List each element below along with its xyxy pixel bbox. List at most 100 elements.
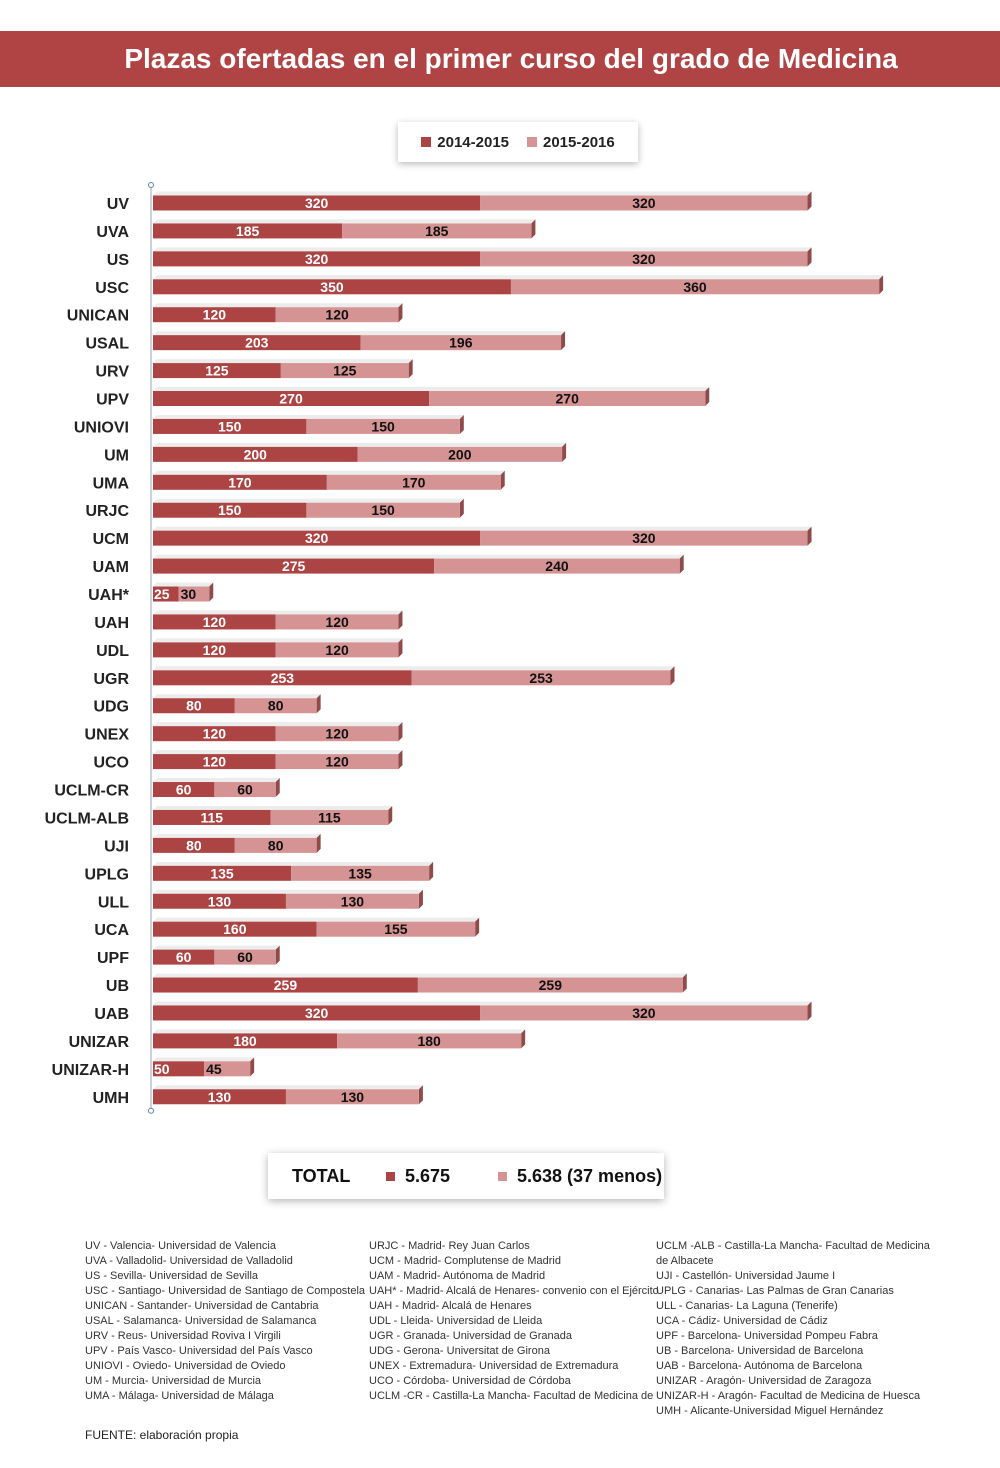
bar-2014	[153, 949, 215, 965]
value-label-2015: 150	[371, 418, 395, 434]
bar-2014	[153, 865, 292, 881]
axis-handle-bottom	[148, 1107, 154, 1114]
bar-side-face	[459, 414, 464, 434]
category-label: UNIOVI	[74, 419, 129, 436]
total-swatch-2015	[498, 1172, 507, 1181]
value-label-2014: 135	[210, 865, 234, 881]
bar-2015	[411, 670, 671, 686]
bar-2014	[153, 530, 481, 546]
bar-2015	[306, 418, 460, 434]
bar-top-face	[153, 917, 480, 922]
bar-side-face	[250, 1057, 255, 1077]
glossary-entry: USAL - Salamanca- Universidad de Salaman…	[85, 1315, 317, 1327]
value-label-2015: 60	[237, 949, 253, 965]
category-label: UNIZAR-H	[52, 1062, 129, 1079]
value-label-2015: 180	[417, 1033, 441, 1049]
value-label-2015: 115	[318, 809, 341, 825]
category-label: UVA	[96, 224, 129, 241]
bar-side-face	[562, 442, 567, 462]
bar-side-face	[705, 387, 710, 407]
value-label-2014: 150	[218, 502, 242, 518]
total-swatch-2014	[386, 1172, 395, 1181]
value-label-2015: 170	[402, 474, 426, 490]
bar-2015	[275, 754, 399, 770]
category-label: UM	[104, 447, 129, 464]
glossary-entry: UCM - Madrid- Complutense de Madrid	[369, 1255, 561, 1267]
bar-2015	[480, 1005, 808, 1021]
value-label-2015: 360	[683, 279, 707, 295]
value-label-2014: 185	[236, 223, 260, 239]
value-label-2015: 120	[325, 642, 349, 658]
bar-2015	[306, 502, 460, 518]
bar-2015	[360, 335, 562, 351]
value-label-2015: 150	[371, 502, 395, 518]
source-note: FUENTE: elaboración propia	[85, 1428, 239, 1442]
glossary-entry: UNIOVI - Oviedo- Universidad de Oviedo	[85, 1360, 286, 1372]
glossary-entry: UPLG - Canarias- Las Palmas de Gran Cana…	[656, 1285, 894, 1297]
bar-2015	[285, 893, 419, 909]
bar-side-face	[670, 666, 675, 686]
bar-side-face	[879, 275, 884, 295]
bar-top-face	[153, 359, 413, 364]
glossary-entry: UNEX - Extremadura- Universidad de Extre…	[369, 1360, 619, 1372]
bar-side-face	[500, 470, 505, 490]
value-label-2014: 25	[154, 586, 170, 602]
glossary-entry: UB - Barcelona- Universidad de Barcelona	[656, 1345, 864, 1357]
bar-2015	[357, 446, 563, 462]
bar-side-face	[807, 1001, 812, 1021]
bar-side-face	[807, 526, 812, 546]
bar-2015	[291, 865, 430, 881]
bar-top-face	[153, 470, 505, 475]
glossary-entry: UCLM -CR - Castilla-La Mancha- Facultad …	[369, 1390, 654, 1402]
bar-2014	[153, 893, 286, 909]
bar-top-face	[153, 414, 464, 419]
value-label-2015: 120	[325, 754, 349, 770]
bar-side-face	[807, 247, 812, 267]
bar-2014	[153, 1061, 205, 1077]
bar-2014	[153, 195, 481, 211]
bar-2015	[337, 1033, 522, 1049]
value-label-2014: 125	[205, 363, 229, 379]
bar-2015	[434, 558, 680, 574]
value-label-2015: 320	[632, 251, 656, 267]
category-label: UCLM-CR	[54, 783, 129, 800]
category-label: UPLG	[85, 866, 129, 883]
bar-chart: UV 320 320 UVA 185 185 US 320 320 USC 350 360 UNICAN…	[45, 182, 884, 1114]
bar-top-face	[153, 1029, 526, 1034]
glossary-entry: URJC - Madrid- Rey Juan Carlos	[369, 1240, 530, 1252]
bar-top-face	[153, 331, 566, 336]
value-label-2014: 80	[186, 837, 202, 853]
glossary-entry: UCLM -ALB - Castilla-La Mancha- Facultad…	[656, 1240, 930, 1267]
bar-top-face	[153, 973, 687, 978]
bar-2014	[153, 363, 281, 379]
category-label: UAH*	[88, 587, 130, 604]
bar-top-face	[153, 554, 684, 559]
category-label: UGR	[93, 671, 129, 688]
value-label-2014: 259	[274, 977, 298, 993]
category-label: USC	[95, 280, 129, 297]
bar-2014	[153, 642, 276, 658]
bar-2014	[153, 586, 179, 602]
glossary-entry: UDG - Gerona- Universitat de Girona	[369, 1345, 550, 1357]
bar-side-face	[209, 582, 214, 602]
bar-2015	[326, 474, 501, 490]
value-label-2015: 120	[325, 726, 349, 742]
glossary-entry: UMH - Alicante-Universidad Miguel Hernán…	[656, 1405, 884, 1417]
bar-2014	[153, 279, 511, 295]
bar-top-face	[153, 275, 884, 280]
bar-side-face	[521, 1029, 526, 1049]
glossary-entry: UNIZAR-H - Aragón- Facultad de Medicina …	[656, 1390, 921, 1402]
value-label-2015: 30	[181, 586, 197, 602]
total-value-2015: 5.638 (37 menos)	[517, 1166, 663, 1186]
legend-label-2014: 2014-2015	[437, 133, 509, 151]
value-label-2015: 320	[632, 530, 656, 546]
value-label-2015: 135	[348, 865, 372, 881]
bar-2015	[280, 363, 409, 379]
bar-2015	[480, 195, 808, 211]
bar-2014	[153, 1005, 481, 1021]
category-label: UDL	[96, 643, 129, 660]
bar-side-face	[679, 554, 684, 574]
bar-2015	[234, 837, 317, 853]
category-label: UNICAN	[67, 308, 129, 325]
bar-2014	[153, 558, 435, 574]
